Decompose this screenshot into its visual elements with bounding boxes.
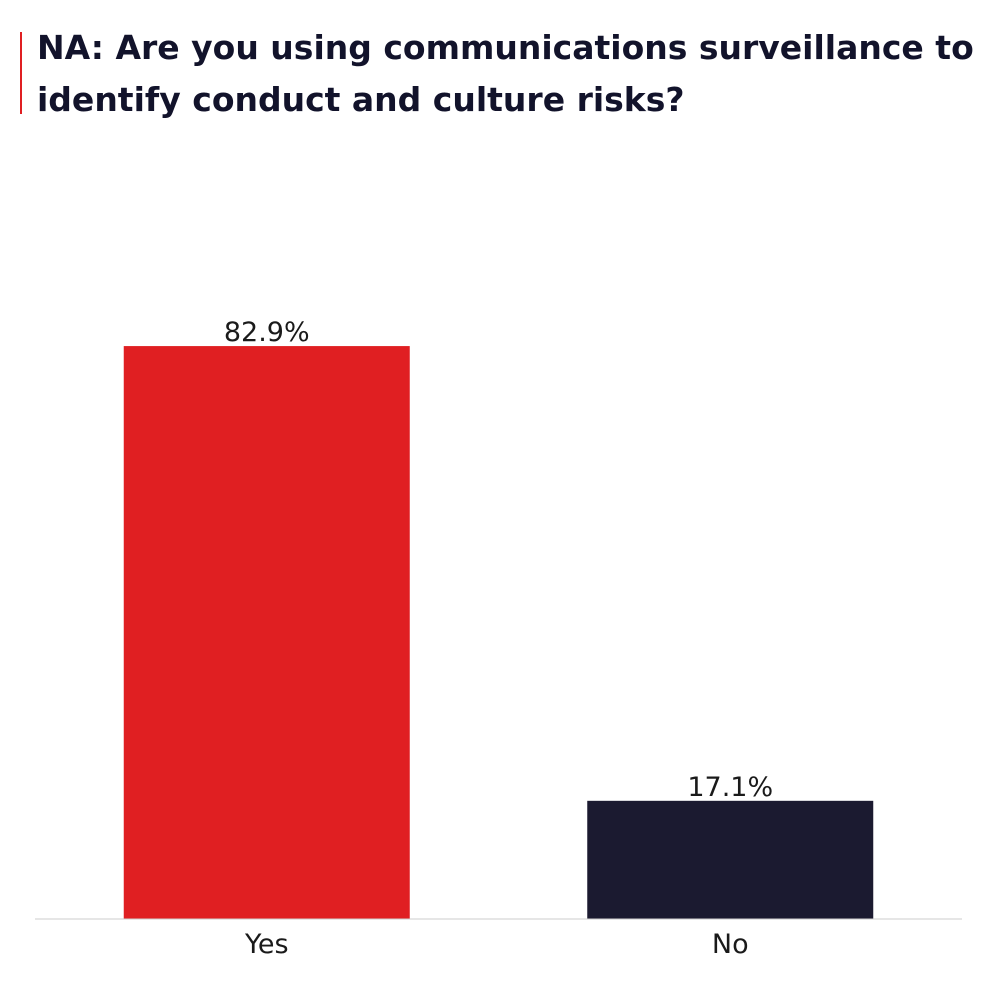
chart-title: NA: Are you using communications surveil… (37, 28, 974, 119)
category-label-no: No (712, 929, 749, 960)
labels-layer: 82.9% Yes 17.1% No (224, 317, 773, 960)
category-label-yes: Yes (244, 929, 289, 960)
value-label-no: 17.1% (687, 772, 773, 803)
bars-layer (123, 346, 874, 919)
value-label-yes: 82.9% (224, 317, 310, 348)
title-accent-bar (20, 32, 22, 114)
bar-no (587, 800, 874, 919)
bar-yes (123, 346, 410, 919)
